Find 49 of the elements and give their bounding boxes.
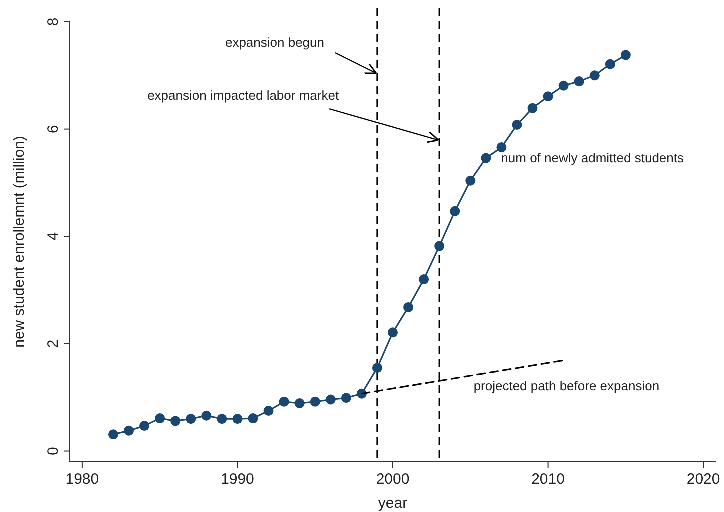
x-tick-label: 2000 — [376, 471, 410, 488]
point — [481, 153, 492, 164]
y-tick-label: 8 — [45, 18, 62, 26]
point — [543, 92, 554, 102]
point — [264, 406, 274, 416]
point — [310, 396, 320, 407]
point — [326, 394, 336, 405]
series-label: projected path before expansion — [474, 378, 660, 394]
x-tick-label: 2020 — [686, 471, 720, 488]
point — [170, 416, 181, 426]
point — [108, 430, 118, 440]
y-axis-title: new student enrollemnt (million) — [11, 136, 28, 348]
point — [372, 363, 382, 374]
y-tick-label: 4 — [45, 232, 62, 241]
point — [341, 393, 352, 404]
y-tick-label: 6 — [45, 125, 62, 134]
point — [605, 59, 616, 70]
point — [574, 76, 584, 87]
point — [232, 414, 243, 424]
point — [388, 328, 398, 338]
point — [202, 410, 212, 421]
annotation: expansion impacted labor market — [148, 88, 340, 104]
y-tick-label: 0 — [45, 447, 62, 456]
point — [186, 414, 196, 424]
point — [590, 70, 600, 81]
point — [466, 176, 476, 186]
point — [279, 396, 290, 407]
point — [124, 426, 134, 436]
series-label: num of newly admitted students — [501, 150, 684, 166]
point — [528, 103, 538, 114]
y-tick-label: 2 — [45, 340, 62, 348]
point — [155, 414, 166, 424]
x-tick-label: 2010 — [532, 471, 565, 488]
point — [620, 50, 631, 60]
point — [558, 80, 569, 91]
x-tick-label: 1980 — [66, 471, 100, 488]
point — [294, 398, 305, 409]
point — [248, 414, 258, 424]
point — [450, 206, 460, 216]
point — [419, 274, 430, 285]
point — [496, 142, 507, 153]
point — [434, 241, 445, 252]
point — [140, 421, 150, 432]
point — [217, 414, 228, 424]
x-axis-title: year — [378, 495, 408, 512]
point — [404, 302, 414, 312]
x-tick-label: 1990 — [221, 471, 254, 488]
annotation: expansion begun — [225, 34, 324, 50]
point — [512, 120, 522, 130]
